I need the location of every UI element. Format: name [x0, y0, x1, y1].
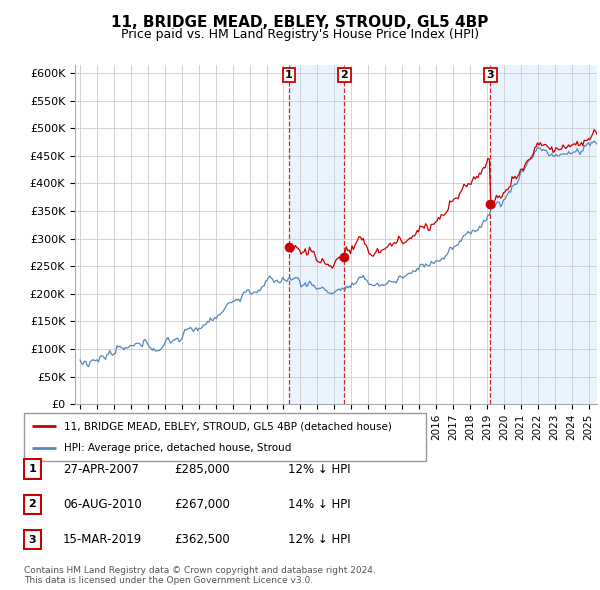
FancyBboxPatch shape — [24, 530, 41, 549]
Text: 27-APR-2007: 27-APR-2007 — [63, 463, 139, 476]
Text: 1: 1 — [285, 70, 293, 80]
Text: 3: 3 — [29, 535, 36, 545]
Text: 1: 1 — [29, 464, 36, 474]
Text: 06-AUG-2010: 06-AUG-2010 — [63, 498, 142, 511]
Text: £285,000: £285,000 — [174, 463, 230, 476]
Text: £267,000: £267,000 — [174, 498, 230, 511]
Bar — [289, 65, 344, 404]
Text: 12% ↓ HPI: 12% ↓ HPI — [288, 463, 350, 476]
FancyBboxPatch shape — [24, 460, 41, 478]
Text: 3: 3 — [487, 70, 494, 80]
FancyBboxPatch shape — [24, 495, 41, 514]
Text: 12% ↓ HPI: 12% ↓ HPI — [288, 533, 350, 546]
Bar — [490, 65, 597, 404]
Text: £362,500: £362,500 — [174, 533, 230, 546]
Text: 11, BRIDGE MEAD, EBLEY, STROUD, GL5 4BP (detached house): 11, BRIDGE MEAD, EBLEY, STROUD, GL5 4BP … — [64, 421, 392, 431]
Text: 15-MAR-2019: 15-MAR-2019 — [63, 533, 142, 546]
Text: 2: 2 — [29, 500, 36, 509]
Text: 11, BRIDGE MEAD, EBLEY, STROUD, GL5 4BP: 11, BRIDGE MEAD, EBLEY, STROUD, GL5 4BP — [112, 15, 488, 30]
Text: Price paid vs. HM Land Registry's House Price Index (HPI): Price paid vs. HM Land Registry's House … — [121, 28, 479, 41]
Text: 14% ↓ HPI: 14% ↓ HPI — [288, 498, 350, 511]
Text: Contains HM Land Registry data © Crown copyright and database right 2024.
This d: Contains HM Land Registry data © Crown c… — [24, 566, 376, 585]
Text: 2: 2 — [340, 70, 348, 80]
Text: HPI: Average price, detached house, Stroud: HPI: Average price, detached house, Stro… — [64, 443, 292, 453]
FancyBboxPatch shape — [24, 413, 426, 461]
